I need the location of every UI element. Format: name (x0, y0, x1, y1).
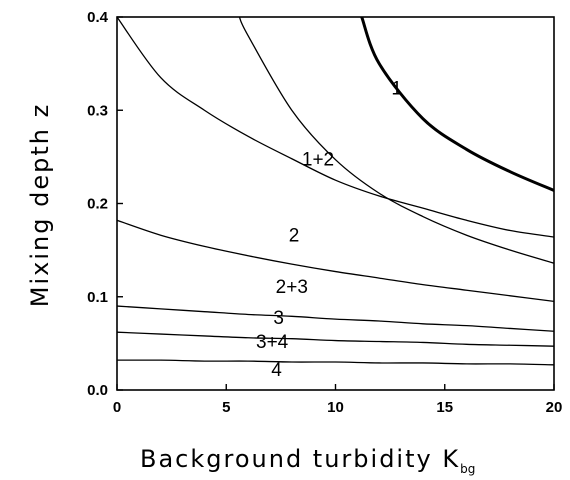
region-labels: 1 1+2 2 2+3 3 3+4 4 (256, 78, 402, 381)
region-label: 3 (273, 308, 284, 329)
boundary-curve-6 (238, 17, 554, 264)
y-tick-label: 0.1 (87, 289, 108, 306)
boundary-curve-4 (117, 219, 554, 303)
boundary-curve-2 (117, 331, 554, 347)
region-label: 1+2 (302, 149, 334, 170)
region-label: 3+4 (256, 332, 289, 353)
boundary-curve-1 (117, 359, 554, 366)
x-axis-title-subscript: bg (460, 462, 475, 476)
x-tick-label: 10 (327, 399, 344, 416)
region-label: 2+3 (276, 277, 308, 298)
y-axis-title: Mixing depth z (26, 103, 54, 307)
x-axis-title: Background turbidity Kbg (140, 445, 475, 476)
y-tick-label: 0.4 (87, 9, 109, 26)
plot-frame (116, 16, 555, 391)
y-tick-label: 0.0 (87, 382, 108, 399)
region-label: 2 (289, 226, 300, 247)
y-axis-ticks: 0.0 0.1 0.2 0.3 0.4 (87, 9, 123, 399)
region-label: 1 (391, 78, 402, 99)
data-curves (117, 17, 554, 366)
boundary-curve-5 (117, 17, 554, 238)
x-tick-label: 15 (436, 399, 453, 416)
y-tick-label: 0.3 (87, 102, 108, 119)
boundary-curve-7 (360, 17, 554, 192)
x-tick-label: 0 (113, 399, 121, 416)
x-axis-title-main: Background turbidity K (140, 445, 460, 473)
x-tick-label: 20 (546, 399, 563, 416)
x-tick-label: 5 (222, 399, 230, 416)
region-label: 4 (271, 360, 282, 381)
boundary-curve-3 (117, 305, 554, 332)
y-tick-label: 0.2 (87, 196, 108, 213)
x-axis-ticks: 0 5 10 15 20 (113, 384, 563, 416)
